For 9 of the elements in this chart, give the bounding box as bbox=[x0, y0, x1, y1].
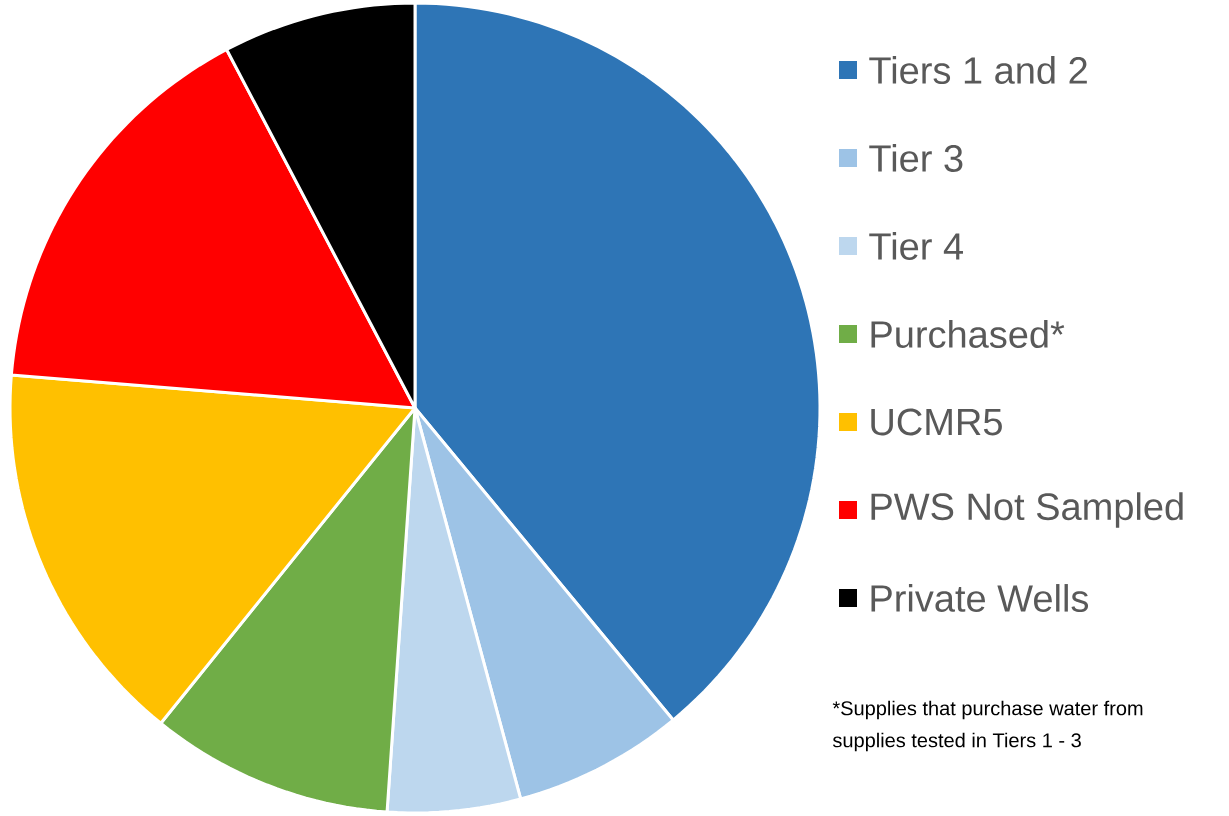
legend-label: Private Wells bbox=[871, 584, 1089, 612]
text: supplies tested in Tiers 1 - 3 bbox=[832, 732, 1081, 752]
legend-label: Tier 3 bbox=[869, 144, 963, 172]
legend-label: PWS Not Sampled bbox=[871, 492, 1183, 528]
legend-label: Tiers 1 and 2 bbox=[869, 56, 1087, 84]
text: *Supplies that purchase water from bbox=[832, 700, 1143, 720]
legend-label: UCMR5 bbox=[871, 408, 1002, 436]
legend-label: Tier 4 bbox=[869, 232, 963, 260]
legend-label: Purchased* bbox=[871, 320, 1065, 348]
